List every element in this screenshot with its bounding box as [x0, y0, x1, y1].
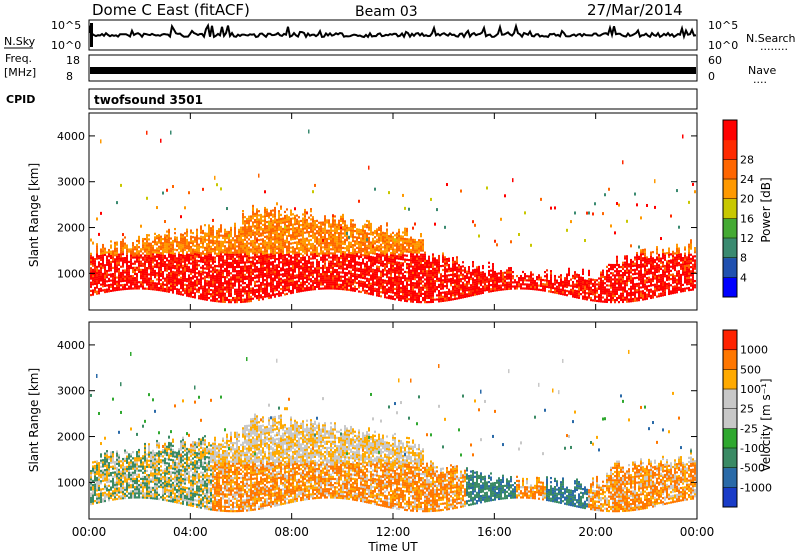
- power-colorbar-label: Power [dB]: [759, 177, 773, 242]
- colorbar-segment: [723, 238, 737, 259]
- velocity-colorbar: 1000 500 100 25 -25 -100 -500 -1000: [722, 329, 772, 508]
- y-tick-label: 2000: [57, 222, 85, 235]
- colorbar-segment: [723, 369, 737, 390]
- colorbar-tick-label: 25: [740, 403, 754, 416]
- colorbar-segment: [723, 257, 737, 278]
- cpid-frame: [88, 88, 698, 110]
- sky-tick-left-top: 10^5: [51, 19, 81, 32]
- freq-panel: Freq. [MHz] 18 8 60 0 Nave ....: [4, 52, 776, 86]
- colorbar-segment: [723, 159, 737, 180]
- colorbar-segment: [723, 487, 737, 508]
- date-label: 27/Mar/2014: [587, 1, 683, 19]
- cpid-panel: CPID twofsound 3501: [6, 88, 698, 110]
- colorbar-segment: [723, 198, 737, 219]
- nave-tick-bottom: 0: [708, 70, 715, 83]
- sky-panel: N.Sky 10^5 10^0 10^5 10^0 N.Search .....…: [4, 19, 796, 53]
- nsearch-label: N.Search: [746, 32, 796, 45]
- colorbar-frame: [722, 329, 738, 508]
- power-x-axis: [88, 113, 698, 310]
- freq-panel-frame: [88, 54, 698, 82]
- colorbar-segment: [723, 218, 737, 239]
- velocity-panel: 1000 2000 3000 4000 00:00 04:00 08:00 12:00 16:…: [27, 321, 773, 554]
- freq-trace: [90, 67, 696, 74]
- sky-panel-frame: [88, 19, 698, 51]
- y-tick-label: 1000: [57, 476, 85, 489]
- power-ylabel: Slant Range [km]: [27, 163, 41, 267]
- colorbar-tick-label: -500: [740, 462, 765, 475]
- colorbar-segment: [723, 408, 737, 429]
- x-tick-label: 20:00: [578, 525, 613, 539]
- colorbar-tick-label: 12: [740, 232, 754, 245]
- x-tick-label: 08:00: [274, 525, 309, 539]
- freq-tick-top: 18: [66, 54, 80, 67]
- x-tick-label: 12:00: [376, 525, 411, 539]
- sky-tick-right-bottom: 10^0: [708, 39, 738, 52]
- colorbar-segment: [723, 467, 737, 488]
- nave-tick-top: 60: [708, 54, 722, 67]
- x-tick-label: 00:00: [72, 525, 107, 539]
- x-tick-label: 00:00: [680, 525, 715, 539]
- colorbar-tick-label: 16: [740, 212, 754, 225]
- colorbar-segment: [723, 120, 737, 141]
- y-tick-label: 1000: [57, 267, 85, 280]
- plot-title: Dome C East (fitACF): [92, 1, 250, 19]
- power-heatmap: [90, 129, 696, 304]
- colorbar-tick-label: 500: [740, 363, 761, 376]
- colorbar-tick-label: -1000: [740, 481, 772, 494]
- velocity-heatmap: [90, 349, 696, 513]
- power-panel: 1000 2000 3000 4000 Slant Range [km] 4 8 12 16…: [27, 112, 773, 311]
- x-tick-label: 04:00: [173, 525, 208, 539]
- sky-tick-right-top: 10^5: [708, 19, 738, 32]
- freq-label: Freq.: [5, 52, 32, 65]
- velocity-y-axis: 1000 2000 3000 4000: [57, 339, 697, 489]
- y-tick-label: 4000: [57, 130, 85, 143]
- nave-label: Nave: [748, 64, 776, 77]
- cpid-label: CPID: [6, 93, 35, 106]
- colorbar-tick-label: -100: [740, 442, 765, 455]
- nsearch-dots: ........: [760, 40, 788, 53]
- colorbar-segment: [723, 277, 737, 298]
- colorbar-segment: [723, 349, 737, 370]
- mhz-label: [MHz]: [4, 66, 36, 79]
- beam-label: Beam 03: [355, 4, 418, 20]
- colorbar-tick-label: 1000: [740, 344, 768, 357]
- colorbar-segment: [723, 448, 737, 469]
- power-colorbar: 4 8 12 16 20 24 28: [722, 119, 754, 298]
- freq-tick-bottom: 8: [66, 70, 73, 83]
- colorbar-segment: [723, 139, 737, 160]
- y-tick-label: 3000: [57, 385, 85, 398]
- colorbar-segment: [723, 330, 737, 351]
- cpid-program: twofsound 3501: [94, 93, 203, 107]
- colorbar-tick-label: -25: [740, 422, 758, 435]
- nsky-label: N.Sky: [4, 35, 36, 48]
- sky-trace-line: [89, 22, 697, 40]
- colorbar-tick-label: 28: [740, 153, 754, 166]
- colorbar-tick-label: 4: [740, 271, 747, 284]
- colorbar-tick-label: 24: [740, 173, 754, 186]
- x-axis-label: Time UT: [367, 540, 418, 554]
- colorbar-segment: [723, 428, 737, 449]
- noise-sky-trace: [89, 22, 697, 47]
- sky-tick-left-bottom: 10^0: [51, 39, 81, 52]
- colorbar-segment: [723, 179, 737, 200]
- velocity-ylabel: Slant Range [km]: [27, 368, 41, 472]
- velocity-x-axis: 00:00 04:00 08:00 12:00 16:00 20:00 00:00: [72, 322, 715, 539]
- y-tick-label: 2000: [57, 431, 85, 444]
- colorbar-segment: [723, 389, 737, 410]
- colorbar-frame: [722, 119, 738, 298]
- nave-dots: ....: [753, 73, 767, 86]
- colorbar-tick-label: 20: [740, 193, 754, 206]
- y-tick-label: 4000: [57, 339, 85, 352]
- x-tick-label: 16:00: [477, 525, 512, 539]
- power-y-axis: 1000 2000 3000 4000: [57, 130, 697, 280]
- sky-trace-spike: [90, 23, 93, 47]
- y-tick-label: 3000: [57, 176, 85, 189]
- colorbar-tick-label: 8: [740, 252, 747, 265]
- velocity-colorbar-label: Velocity [m s⁻¹]: [759, 378, 773, 471]
- colorbar-tick-label: 100: [740, 383, 761, 396]
